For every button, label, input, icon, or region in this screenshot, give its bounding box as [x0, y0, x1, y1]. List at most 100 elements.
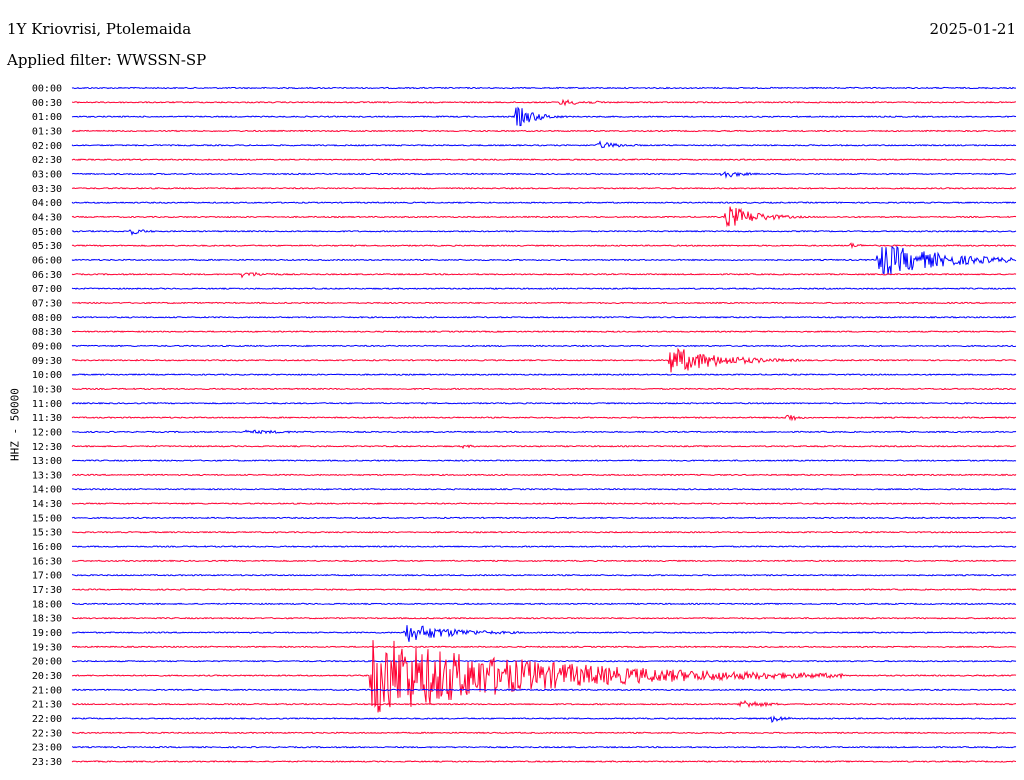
tick-labels: 00:00 00:30 01:00 01:30 02:00 02:30 03:00 03:30…	[32, 84, 62, 769]
row-time-label: 06:30	[32, 270, 62, 281]
seismic-trace	[71, 158, 1017, 161]
row-time-label: 11:00	[32, 399, 62, 410]
seismic-trace	[72, 545, 1017, 548]
seismic-trace	[71, 588, 1017, 591]
seismic-trace	[71, 688, 1017, 692]
seismic-trace	[71, 530, 1017, 534]
seismic-trace	[71, 186, 1017, 190]
row-time-label: 13:30	[32, 470, 62, 481]
row-time-label: 02:30	[32, 155, 62, 166]
row-time-label: 01:30	[32, 126, 62, 137]
trace-lines	[71, 86, 1017, 763]
row-time-label: 16:00	[32, 542, 62, 553]
row-time-label: 22:30	[32, 728, 62, 739]
seismic-trace	[71, 171, 1017, 179]
seismic-trace	[71, 640, 1017, 713]
row-time-label: 13:00	[32, 456, 62, 467]
row-time-label: 12:30	[32, 442, 62, 453]
row-time-label: 09:30	[32, 356, 62, 367]
seismic-trace	[71, 516, 1017, 520]
row-time-label: 10:00	[32, 370, 62, 381]
row-time-label: 08:30	[32, 327, 62, 338]
row-time-label: 17:30	[32, 585, 62, 596]
seismic-trace	[71, 287, 1017, 290]
row-time-label: 10:30	[32, 384, 62, 395]
row-time-label: 18:00	[32, 599, 62, 610]
row-time-label: 04:00	[32, 198, 62, 209]
row-time-label: 14:30	[32, 499, 62, 510]
row-time-label: 21:00	[32, 685, 62, 696]
seismic-trace	[71, 86, 1017, 90]
row-time-label: 15:00	[32, 513, 62, 524]
seismic-trace	[71, 602, 1017, 606]
seismic-trace	[71, 731, 1017, 735]
row-time-label: 20:30	[32, 671, 62, 682]
seismic-trace	[71, 98, 1017, 107]
seismic-trace	[71, 271, 1017, 279]
seismic-trace	[71, 487, 1017, 491]
row-time-label: 19:00	[32, 628, 62, 639]
seismic-trace	[71, 140, 1017, 149]
row-time-label: 14:00	[32, 485, 62, 496]
row-time-label: 11:30	[32, 413, 62, 424]
seismic-trace	[71, 459, 1017, 462]
seismic-trace	[71, 347, 1017, 373]
seismic-trace	[71, 330, 1017, 333]
seismic-trace	[71, 242, 1017, 250]
seismic-trace	[71, 229, 1017, 236]
seismic-trace	[71, 387, 1017, 391]
row-time-label: 03:00	[32, 169, 62, 180]
row-time-label: 12:00	[32, 427, 62, 438]
seismic-trace	[71, 444, 1017, 449]
row-time-label: 20:00	[32, 657, 62, 668]
row-time-label: 07:30	[32, 298, 62, 309]
row-time-label: 22:00	[32, 714, 62, 725]
row-time-label: 03:30	[32, 184, 62, 195]
row-time-label: 01:00	[32, 112, 62, 123]
seismic-trace	[71, 645, 1017, 649]
seismic-trace	[71, 573, 1017, 577]
seismic-trace	[71, 373, 1017, 376]
seismic-trace	[71, 401, 1017, 405]
seismic-trace	[71, 316, 1017, 319]
seismic-trace	[71, 106, 1017, 127]
seismic-trace	[71, 129, 1017, 133]
row-time-label: 23:00	[32, 743, 62, 754]
row-time-label: 07:00	[32, 284, 62, 295]
row-time-label: 17:00	[32, 571, 62, 582]
row-time-label: 02:00	[32, 141, 62, 152]
seismic-trace	[71, 206, 1017, 228]
row-time-label: 00:00	[32, 84, 62, 95]
seismic-trace	[71, 760, 1017, 763]
seismic-trace	[71, 502, 1017, 505]
filter-label: Applied filter: WWSSN-SP	[7, 51, 207, 69]
seismic-trace	[71, 414, 1017, 422]
row-time-label: 06:00	[32, 255, 62, 266]
seismic-trace	[71, 344, 1017, 348]
row-time-label: 23:30	[32, 757, 62, 768]
seismic-trace	[71, 616, 1017, 620]
row-time-label: 00:30	[32, 98, 62, 109]
date-label: 2025-01-21	[929, 20, 1016, 38]
station-title: 1Y Kriovrisi, Ptolemaida	[7, 20, 192, 38]
seismic-trace	[71, 245, 1017, 275]
row-time-label: 16:30	[32, 556, 62, 567]
row-time-label: 19:30	[32, 642, 62, 653]
seismic-trace	[71, 699, 1017, 708]
seismic-trace	[71, 429, 1017, 435]
row-time-label: 21:30	[32, 700, 62, 711]
seismic-trace	[71, 625, 1017, 642]
row-time-label: 18:30	[32, 614, 62, 625]
seismic-trace	[71, 659, 1017, 663]
seismic-trace	[71, 301, 1017, 305]
seismic-trace	[71, 559, 1017, 563]
seismic-trace	[71, 473, 1017, 477]
row-time-label: 09:00	[32, 341, 62, 352]
row-time-label: 15:30	[32, 528, 62, 539]
seismic-trace	[71, 201, 1017, 204]
row-time-label: 05:30	[32, 241, 62, 252]
row-time-label: 04:30	[32, 212, 62, 223]
seismic-trace	[71, 745, 1017, 749]
row-time-label: 05:00	[32, 227, 62, 238]
